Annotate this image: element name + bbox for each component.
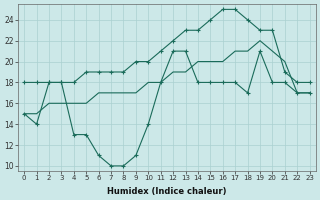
X-axis label: Humidex (Indice chaleur): Humidex (Indice chaleur) <box>107 187 227 196</box>
